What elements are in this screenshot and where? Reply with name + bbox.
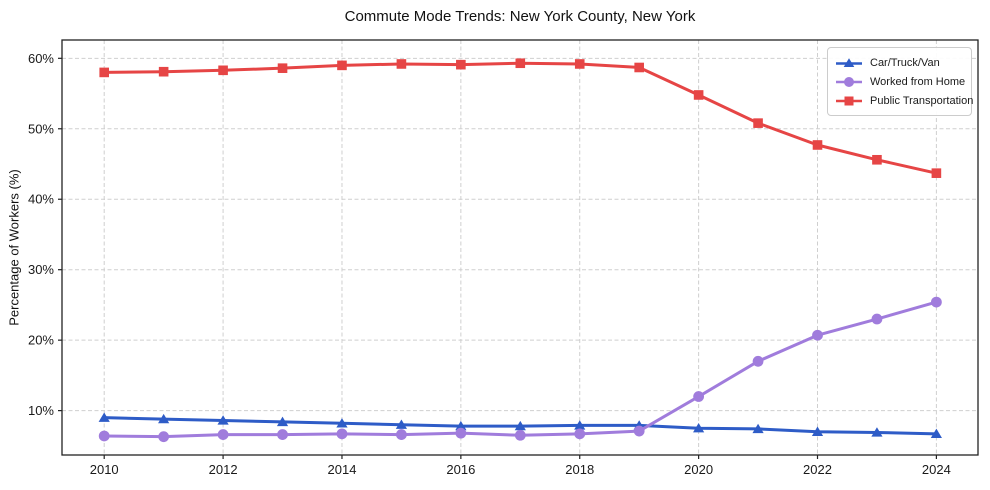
data-point-marker (455, 427, 467, 439)
data-point-marker (455, 420, 467, 431)
data-point-marker (99, 67, 110, 78)
legend-item: Car/Truck/Van (835, 53, 963, 72)
data-point-marker (931, 168, 942, 178)
y-tick-label: 30% (28, 262, 54, 277)
data-point-marker (930, 296, 942, 308)
data-point-marker (337, 60, 347, 71)
data-point-marker (98, 430, 110, 442)
x-tick-label: 2010 (90, 462, 119, 477)
data-point-marker (456, 59, 466, 70)
circle-marker-icon (836, 76, 862, 87)
series-line-worked-from-home (102, 300, 938, 439)
data-point-marker (752, 423, 764, 434)
x-tick-label: 2020 (684, 462, 713, 477)
x-tick-label: 2018 (565, 462, 594, 477)
data-point-marker (753, 118, 763, 128)
data-point-marker (396, 429, 407, 440)
data-point-marker (158, 431, 170, 443)
data-point-marker (871, 427, 883, 437)
data-point-marker (812, 329, 823, 341)
x-tick-label: 2014 (328, 462, 357, 477)
data-point-marker (514, 429, 526, 441)
data-point-marker (277, 63, 288, 73)
legend-label: Worked from Home (870, 75, 966, 88)
data-point-marker (98, 412, 110, 422)
legend: Car/Truck/Van Worked from Home Public Tr… (827, 47, 973, 116)
legend-label: Public Transportation (870, 94, 974, 107)
data-point-marker (158, 66, 169, 77)
data-point-marker (930, 428, 942, 439)
data-point-marker (752, 355, 764, 367)
series-line-public-transportation (102, 61, 938, 175)
data-point-marker (218, 65, 228, 76)
legend-item: Worked from Home (835, 72, 966, 91)
data-point-marker (812, 140, 823, 150)
plot-border (61, 39, 979, 456)
x-tick-label: 2022 (803, 462, 832, 477)
y-tick-label: 40% (28, 192, 54, 207)
data-point-marker (514, 420, 526, 431)
legend-item: Public Transportation (835, 91, 973, 110)
data-point-marker (395, 419, 408, 429)
data-point-marker (693, 423, 705, 433)
data-point-marker (336, 428, 348, 440)
x-tick-label: 2016 (446, 462, 475, 477)
data-point-marker (217, 429, 229, 440)
data-point-marker (158, 413, 170, 424)
data-point-marker (693, 90, 704, 100)
y-tick-label: 10% (28, 403, 54, 418)
x-tick-label: 2024 (922, 462, 951, 477)
x-tick-label: 2012 (209, 462, 238, 477)
data-point-marker (276, 416, 289, 427)
data-point-marker (693, 391, 705, 402)
data-point-marker (872, 154, 882, 165)
data-point-marker (277, 429, 288, 440)
data-point-marker (811, 426, 824, 436)
data-point-marker (396, 59, 407, 69)
data-point-marker (574, 420, 586, 430)
y-tick-label: 20% (28, 333, 54, 348)
data-point-marker (336, 418, 348, 428)
data-point-marker (574, 59, 585, 69)
square-marker-icon (836, 96, 862, 105)
data-point-marker (515, 58, 526, 69)
y-tick-label: 60% (28, 51, 54, 66)
legend-label: Car/Truck/Van (870, 56, 940, 69)
data-point-marker (871, 313, 883, 325)
data-point-marker (574, 428, 586, 440)
data-point-marker (634, 62, 644, 73)
y-tick-label: 50% (28, 121, 54, 136)
data-point-marker (217, 415, 229, 425)
chart-title: Commute Mode Trends: New York County, Ne… (344, 8, 696, 25)
triangle-marker-icon (836, 57, 862, 67)
data-point-marker (633, 425, 645, 437)
